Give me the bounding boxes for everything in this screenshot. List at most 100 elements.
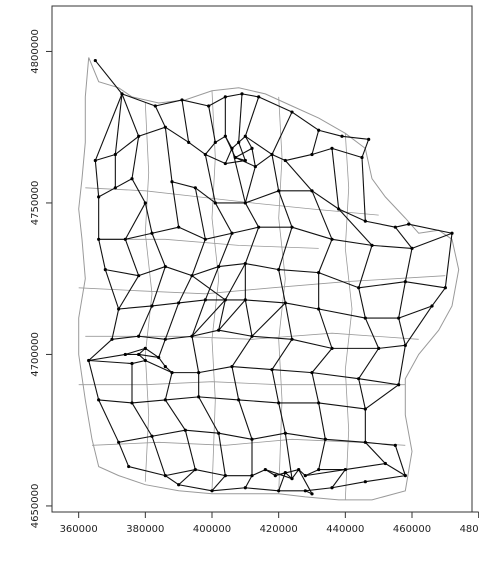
network-node: [310, 152, 314, 157]
network-edge: [291, 111, 319, 131]
network-edge: [165, 469, 196, 477]
network-edge: [88, 360, 100, 401]
network-edge: [311, 348, 333, 373]
network-edge: [318, 129, 343, 137]
network-edge: [358, 378, 399, 386]
network-node: [357, 286, 361, 290]
network-edge: [224, 148, 233, 164]
network-edge: [251, 432, 286, 440]
network-node: [363, 219, 367, 223]
network-node: [250, 437, 254, 441]
network-node: [230, 231, 234, 235]
network-edge: [385, 463, 406, 477]
network-edge: [318, 402, 326, 440]
network-edge: [311, 190, 339, 210]
network-node: [143, 201, 147, 205]
network-node: [113, 152, 117, 157]
network-node: [363, 480, 367, 484]
network-node: [397, 383, 401, 387]
network-edge: [444, 233, 453, 288]
network-edge: [191, 239, 206, 276]
network-edge: [238, 93, 243, 143]
network-edge: [154, 105, 166, 128]
network-node: [137, 352, 141, 357]
network-edge: [151, 436, 166, 476]
network-node: [317, 307, 321, 311]
network-edge: [411, 232, 453, 249]
network-edge: [278, 269, 286, 304]
network-node: [403, 280, 407, 284]
network-edge: [118, 305, 153, 310]
network-edge: [271, 338, 293, 370]
network-edge: [194, 187, 206, 240]
network-edge: [125, 347, 146, 355]
network-node: [317, 467, 321, 472]
network-node: [170, 180, 174, 184]
network-edge: [204, 141, 216, 155]
network-edge: [165, 396, 199, 401]
network-node: [137, 334, 141, 338]
network-edge: [131, 402, 153, 437]
network-edge: [245, 263, 279, 271]
network-edge: [191, 336, 200, 373]
region-boundary: [211, 90, 220, 491]
network-edge: [398, 281, 406, 319]
network-edge: [118, 435, 153, 443]
network-edge: [238, 399, 253, 440]
network-edge: [271, 369, 313, 374]
network-edge: [365, 475, 406, 483]
network-edge: [191, 275, 226, 301]
network-edge: [405, 281, 446, 289]
network-node: [137, 274, 141, 278]
network-node: [130, 401, 134, 405]
network-edge: [178, 275, 193, 304]
network-edge: [181, 99, 209, 107]
network-edge: [398, 345, 406, 385]
network-edge: [285, 302, 319, 310]
network-node: [250, 474, 254, 478]
network-node: [230, 146, 234, 151]
network-node: [410, 246, 414, 250]
network-node: [270, 367, 274, 372]
network-node: [120, 92, 124, 96]
network-edge: [138, 353, 159, 359]
network-node: [217, 264, 221, 269]
network-edge: [231, 366, 273, 371]
network-edge: [224, 263, 246, 301]
network-node: [150, 434, 154, 438]
network-edge: [244, 226, 260, 264]
network-edge: [271, 153, 286, 162]
network-node: [207, 104, 211, 108]
network-node: [357, 377, 361, 381]
network-node: [177, 483, 181, 487]
network-node: [150, 304, 154, 308]
network-edge: [124, 239, 140, 276]
network-edge: [394, 226, 413, 249]
region-boundary: [85, 332, 419, 340]
network-edge: [251, 335, 293, 340]
network-edge: [231, 366, 240, 401]
network-edge: [111, 308, 120, 340]
network-edge: [131, 178, 146, 204]
network-node: [450, 231, 454, 235]
network-node: [263, 467, 267, 472]
network-edge: [278, 269, 319, 274]
x-tick-label: 400000: [193, 524, 231, 535]
network-node: [177, 301, 181, 305]
network-node: [163, 398, 167, 402]
network-edge: [358, 378, 366, 410]
network-node: [217, 431, 221, 435]
network-edge: [121, 93, 156, 107]
network-edge: [244, 475, 253, 489]
network-edge: [338, 208, 366, 222]
network-node: [403, 343, 407, 347]
network-edge: [231, 335, 253, 367]
network-edge: [378, 344, 406, 349]
network-edge: [104, 269, 120, 310]
network-edge: [364, 317, 380, 349]
network-node: [290, 110, 294, 114]
network-node: [143, 346, 147, 350]
network-node: [383, 461, 387, 466]
network-edge: [178, 469, 196, 486]
network-edge: [311, 372, 359, 380]
